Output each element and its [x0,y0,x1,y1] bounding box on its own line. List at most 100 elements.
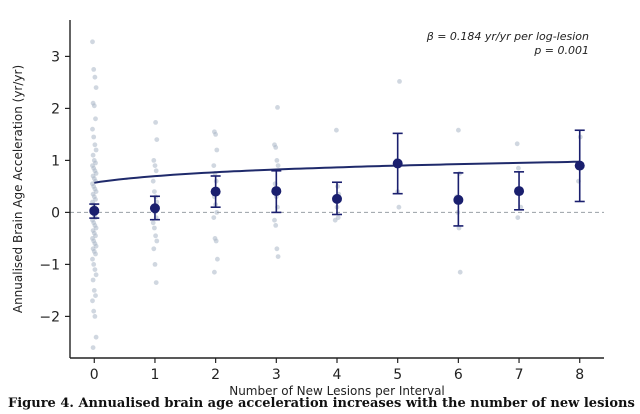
data-point [90,277,96,283]
data-point [332,217,338,223]
x-tick-label: 6 [454,367,463,383]
data-point [274,246,280,252]
data-point [211,215,217,221]
data-point [457,269,463,275]
data-point [214,210,220,215]
data-point [92,267,98,272]
y-tick-label: 0 [51,205,60,221]
y-tick-label: 1 [51,153,60,169]
data-point [90,256,95,262]
mean-marker [149,195,160,221]
data-point [154,137,160,143]
mean-point [271,186,282,197]
data-point [93,272,99,278]
data-point [152,225,157,231]
mean-marker [210,175,221,208]
mean-point [332,193,342,204]
data-point [274,158,280,163]
mean-marker [453,172,464,227]
data-point [90,126,95,132]
data-point [151,246,157,252]
data-point [396,204,402,210]
data-point [275,163,281,169]
data-point [93,116,98,122]
x-tick-label: 7 [515,367,524,383]
data-point [215,256,220,262]
data-point [515,215,521,221]
data-point [92,74,98,80]
data-point [456,225,462,231]
x-tick-label: 3 [272,367,281,383]
data-point [275,254,281,259]
data-point [151,158,157,163]
data-point [93,293,98,298]
mean-marker [574,129,585,203]
data-point [211,163,217,169]
data-point [90,152,96,158]
data-point [514,141,520,147]
y-tick-label: 2 [51,101,60,117]
data-point [93,85,99,90]
data-point [212,269,217,275]
mean-point [89,205,100,216]
data-point [90,39,95,45]
data-point [90,345,96,350]
y-tick-label: 3 [51,49,60,65]
x-tick-label: 2 [211,367,220,383]
y-tick-label: −1 [39,257,60,273]
data-point [153,233,159,239]
data-point [272,217,277,223]
fit-curve [94,160,580,184]
data-point [152,189,157,195]
mean-point [514,186,525,197]
figure-caption: Figure 4. Annualised brain age accelerat… [8,396,635,411]
mean-point [453,194,464,205]
mean-point [392,158,403,169]
data-point [150,178,156,184]
mean-point [574,160,585,171]
data-point [152,163,158,169]
beta-annotation: β = 0.184 yr/yr per log-lesion [426,30,589,43]
data-point [273,223,279,228]
data-point [213,238,219,244]
data-point [334,127,339,133]
data-point [154,238,160,244]
p-value-annotation: p = 0.001 [533,44,589,57]
data-point [91,262,97,267]
data-point [91,308,97,314]
data-point [91,288,97,293]
data-point [516,165,521,171]
tick-labels: 0 1 2 3 4 5 6 7 8 −2 −1 0 1 2 3 [39,49,584,383]
mean-marker [514,171,525,211]
data-point [92,314,98,319]
data-point [275,105,280,110]
data-point [92,142,98,148]
y-tick-label: −2 [39,309,60,325]
data-point [397,79,402,84]
data-point [214,147,220,153]
mean-marker [392,132,403,195]
data-point [93,147,99,153]
x-tick-label: 5 [393,367,402,383]
mean-point [210,186,221,197]
data-point [153,280,159,285]
x-axis-label: Number of New Lesions per Interval [229,384,445,398]
data-point [91,67,97,72]
data-point [91,134,97,140]
x-tick-label: 0 [90,367,99,383]
data-point [213,132,219,137]
data-point [153,120,159,125]
data-point [93,334,99,340]
mean-marker [89,203,100,219]
mean-marker [271,170,282,214]
y-axis-label: Annualised Brain Age Acceleration (yr/yr… [11,65,25,313]
data-point [152,262,158,267]
mean-markers [89,129,585,227]
x-tick-label: 8 [575,367,584,383]
x-tick-label: 4 [333,367,342,383]
data-point [93,251,98,257]
x-tick-label: 1 [150,367,159,383]
mean-point [149,203,160,214]
mean-marker [332,181,342,216]
